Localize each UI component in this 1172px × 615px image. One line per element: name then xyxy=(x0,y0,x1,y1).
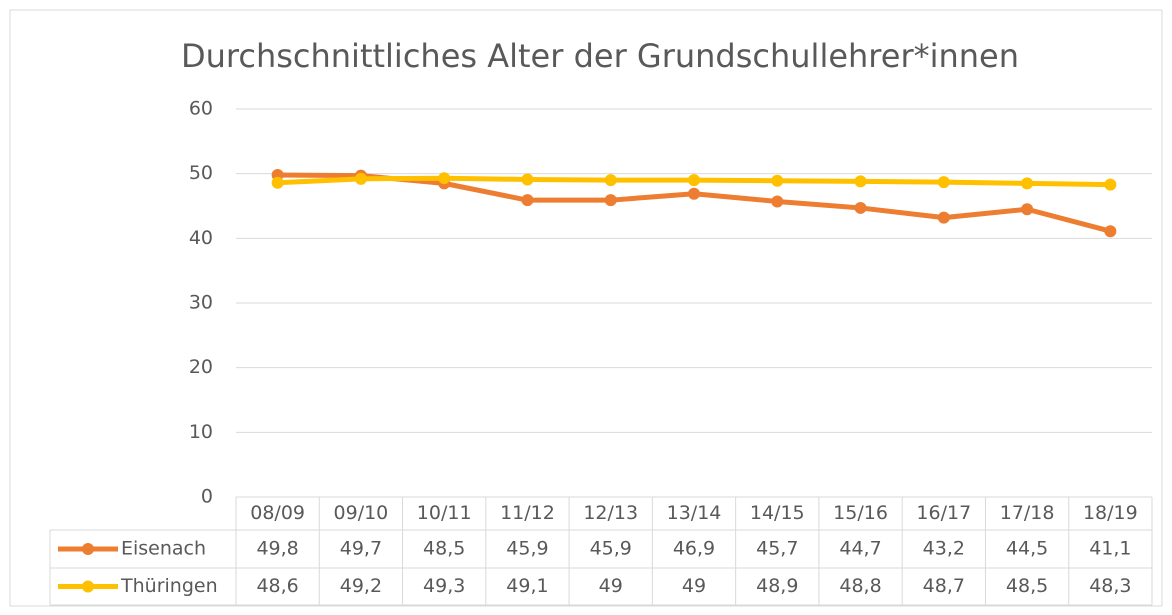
marker xyxy=(521,173,534,186)
table-value: 49,3 xyxy=(423,575,465,597)
x-tick-label: 09/10 xyxy=(334,502,389,524)
marker xyxy=(688,174,700,187)
table-value: 45,7 xyxy=(756,538,798,560)
marker xyxy=(604,194,617,207)
y-tick-label: 30 xyxy=(189,292,213,314)
table-value: 48,5 xyxy=(1006,575,1048,597)
marker xyxy=(1104,178,1117,191)
table-value: 49,8 xyxy=(256,538,298,560)
marker xyxy=(771,195,784,208)
table-value: 49 xyxy=(682,575,706,597)
x-tick-label: 17/18 xyxy=(1000,502,1055,524)
marker xyxy=(1021,177,1034,190)
x-tick-label: 11/12 xyxy=(500,502,555,524)
x-tick-label: 13/14 xyxy=(667,502,722,524)
table-value: 48,6 xyxy=(256,575,298,597)
table-value: 48,8 xyxy=(839,575,881,597)
table-value: 48,5 xyxy=(423,538,465,560)
marker xyxy=(438,172,451,185)
legend-label: Thüringen xyxy=(120,575,218,597)
marker xyxy=(937,176,950,189)
marker xyxy=(1021,203,1034,216)
legend-marker xyxy=(82,543,94,555)
marker xyxy=(854,175,867,188)
x-tick-label: 14/15 xyxy=(750,502,805,524)
legend-label: Eisenach xyxy=(121,538,206,560)
chart-title: Durchschnittliches Alter der Grundschull… xyxy=(181,37,1019,75)
table-value: 48,9 xyxy=(756,575,798,597)
table-value: 49,1 xyxy=(506,575,548,597)
marker xyxy=(1104,225,1117,238)
table-value: 44,5 xyxy=(1006,538,1048,560)
table-value: 41,1 xyxy=(1089,538,1131,560)
marker xyxy=(937,211,950,224)
table-value: 49,7 xyxy=(340,538,382,560)
x-tick-label: 18/19 xyxy=(1083,502,1138,524)
table-value: 49 xyxy=(599,575,623,597)
legend-marker xyxy=(82,580,94,593)
y-tick-label: 40 xyxy=(189,227,213,249)
table-value: 45,9 xyxy=(506,538,548,560)
x-tick-label: 15/16 xyxy=(833,502,888,524)
marker xyxy=(604,174,617,187)
y-tick-label: 20 xyxy=(189,356,213,378)
table-value: 48,7 xyxy=(923,575,965,597)
marker xyxy=(354,172,367,185)
y-tick-label: 10 xyxy=(189,421,213,443)
marker xyxy=(271,176,284,189)
table-value: 49,2 xyxy=(340,575,382,597)
marker xyxy=(521,194,534,207)
y-tick-label: 50 xyxy=(189,162,213,184)
table-value: 45,9 xyxy=(590,538,632,560)
x-tick-label: 12/13 xyxy=(583,502,638,524)
marker xyxy=(771,174,784,187)
marker xyxy=(688,187,700,200)
table-value: 44,7 xyxy=(839,538,881,560)
x-tick-label: 08/09 xyxy=(250,502,305,524)
marker xyxy=(854,201,867,214)
y-tick-label: 60 xyxy=(189,98,213,120)
x-tick-label: 10/11 xyxy=(417,502,472,524)
y-tick-label: 0 xyxy=(201,486,213,508)
table-value: 48,3 xyxy=(1089,575,1131,597)
x-tick-label: 16/17 xyxy=(916,502,971,524)
table-value: 46,9 xyxy=(673,538,715,560)
table-value: 43,2 xyxy=(923,538,965,560)
